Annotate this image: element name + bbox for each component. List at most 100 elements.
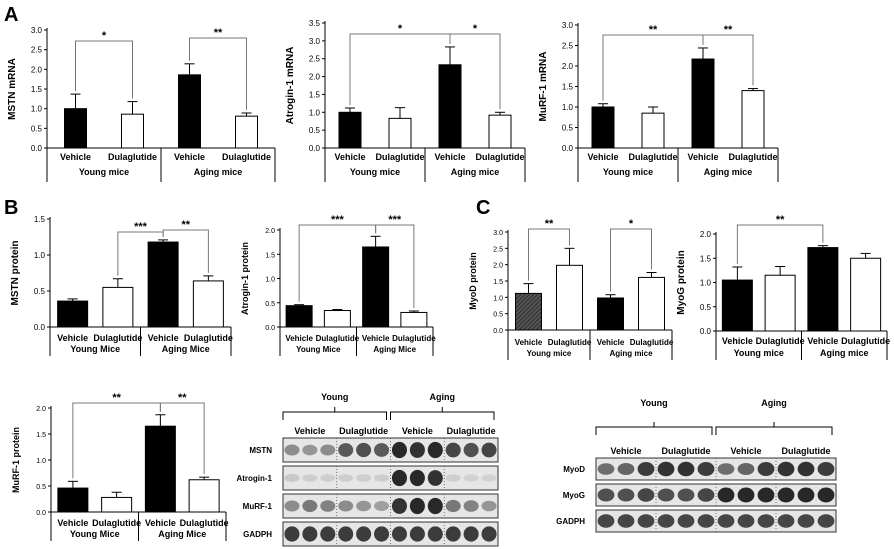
bar [638,276,665,331]
blot-lane-label: Dulaglutide [447,426,496,436]
y-tick-label: 1.5 [34,215,46,224]
group-label: Aging mice [194,167,243,177]
y-tick-label: 0.5 [34,287,46,296]
y-tick-label: 2.0 [265,228,275,235]
significance-label: ** [776,214,785,226]
y-tick-label: 3.5 [309,19,321,28]
blot-band-murf-1 [374,500,390,512]
y-tick-label: 0.0 [34,323,46,332]
blot-band-mstn [445,442,461,458]
y-tick-label: 2.5 [31,46,43,55]
y-axis-label: MyoG protein [676,250,687,314]
blot-band-mstn [284,444,300,456]
category-label: Dulaglutide [222,152,271,162]
blot-band-murf-1 [338,500,354,512]
bar [64,108,87,149]
blot-band-atrogin-1 [409,469,425,487]
bar [362,246,390,328]
chart-a2: 0.0 0.5 1.0 1.5 2.0 2.5 3.0 3.5 Atrogin-1 mRNA Ve… [285,19,526,182]
blot-band-myog [657,488,675,502]
y-tick-label: 3.0 [309,37,321,46]
blot-band-myog [597,488,615,502]
category-label: Vehicle [57,333,88,343]
blot-band-myog [717,487,735,503]
bar [188,479,220,513]
blot-band-myog [637,488,655,502]
significance-bracket [610,228,652,292]
blot-band-gadph [463,526,479,542]
blot-band-gadph [338,526,354,542]
blot-band-mstn [481,442,497,458]
chart-a1: 0.0 0.5 1.0 1.5 2.0 2.5 3.0 MSTN mRNA Vehicle Dul… [7,26,276,182]
blot-band-murf-1 [391,498,407,514]
y-tick-label: 0.5 [36,484,46,491]
y-tick-label: 0.0 [36,510,46,517]
y-axis-label: MSTN protein [10,241,21,306]
category-label: Dulaglutide [93,333,142,343]
category-label: Dulaglutide [392,334,436,343]
blot-band-atrogin-1 [481,474,497,482]
blot-band-atrogin-1 [391,469,407,487]
blot-band-myog [617,488,635,502]
blot-lane-label: Dulaglutide [662,446,711,456]
category-label: Dulaglutide [376,152,425,162]
y-tick-label: 1.0 [36,458,46,465]
y-tick-label: 1.0 [309,108,321,117]
bar [57,300,89,328]
blot-group-bracket [282,411,387,420]
blot-band-atrogin-1 [320,474,336,482]
blot-group-label: Aging [761,398,787,408]
bar [850,257,882,332]
group-label: Aging Mice [162,344,210,354]
blots-layer: Young Aging Vehicle Dulaglutide Vehicle Dulag… [236,392,837,547]
y-tick-label: 0.0 [700,327,712,336]
category-label: Vehicle [587,152,618,162]
blot-band-mstn [427,441,443,459]
y-axis-label: MuRF-1 protein [11,427,21,493]
category-label: Dulaglutide [108,152,157,162]
bar [515,292,542,331]
blot-band-gadph [320,526,336,542]
blot-band-gadph [777,514,795,528]
bar [102,286,134,328]
blot-band-myog [797,487,815,503]
blot-band-gadph [737,514,755,528]
blot-band-myog [817,487,835,503]
blot-band-atrogin-1 [445,474,461,482]
blot-band-gadph [677,514,695,528]
y-tick-label: 2.0 [309,73,321,82]
blot-band-murf-1 [427,497,443,515]
blot-band-myod [817,461,835,477]
bar [721,279,753,332]
blot-band-myod [637,461,655,477]
blot-row-label: MuRF-1 [243,502,273,511]
blot-band-myod [617,462,635,476]
category-label: Vehicle [60,152,91,162]
blot-band-mstn [391,441,407,459]
y-tick-label: 1.0 [34,251,46,260]
blot-row-label: GADPH [556,517,585,526]
blot-band-gadph [374,526,390,542]
category-label: Dulaglutide [180,518,229,528]
y-tick-label: 0.5 [700,303,712,312]
y-tick-label: 1.5 [265,252,275,259]
category-label: Vehicle [807,336,838,346]
category-label: Vehicle [148,333,179,343]
category-label: Vehicle [362,334,390,343]
blot-row-label: GADPH [243,530,272,539]
y-tick-label: 1.5 [309,90,321,99]
blot-band-murf-1 [409,497,425,515]
panel-label-c: C [476,197,490,219]
blot-band-mstn [356,442,372,458]
blot-band-gadph [657,514,675,528]
bar [285,305,313,328]
bar [144,425,176,513]
y-tick-label: 1.5 [36,432,46,439]
bar [101,496,133,513]
category-label: Dulaglutide [630,338,674,347]
significance-bracket [449,33,501,110]
y-axis-label: MyoD protein [468,252,478,310]
y-tick-label: 0.5 [562,124,574,133]
